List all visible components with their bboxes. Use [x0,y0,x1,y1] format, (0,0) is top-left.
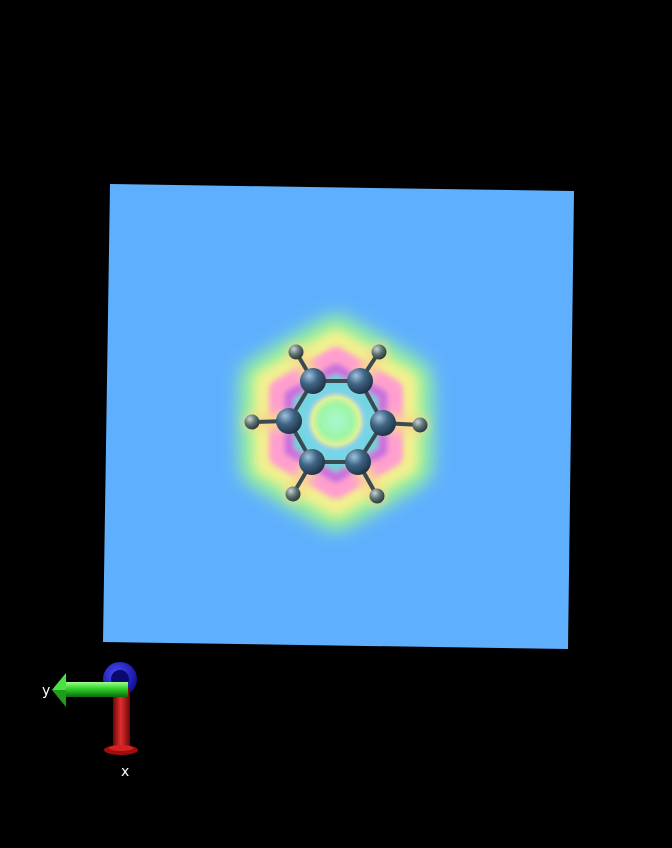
carbon-atom[interactable] [300,368,326,394]
hydrogen-atom[interactable] [369,488,385,504]
carbon-atom[interactable] [345,449,371,475]
carbon-atoms [276,368,396,475]
y-axis-arrow [52,673,128,707]
y-axis-label: y [42,683,51,699]
hydrogen-atom[interactable] [412,417,428,433]
carbon-atom[interactable] [370,410,396,436]
carbon-atom[interactable] [276,408,302,434]
hydrogen-atom[interactable] [371,344,387,360]
x-axis-arrow [104,688,138,755]
hydrogen-atoms [244,344,428,504]
x-axis-label: x [121,764,130,780]
hydrogen-atom[interactable] [288,344,304,360]
hydrogen-atom[interactable] [244,414,260,430]
carbon-atom[interactable] [347,368,373,394]
hydrogen-atom[interactable] [285,486,301,502]
carbon-atom[interactable] [299,449,325,475]
axes-gizmo[interactable] [52,662,138,755]
